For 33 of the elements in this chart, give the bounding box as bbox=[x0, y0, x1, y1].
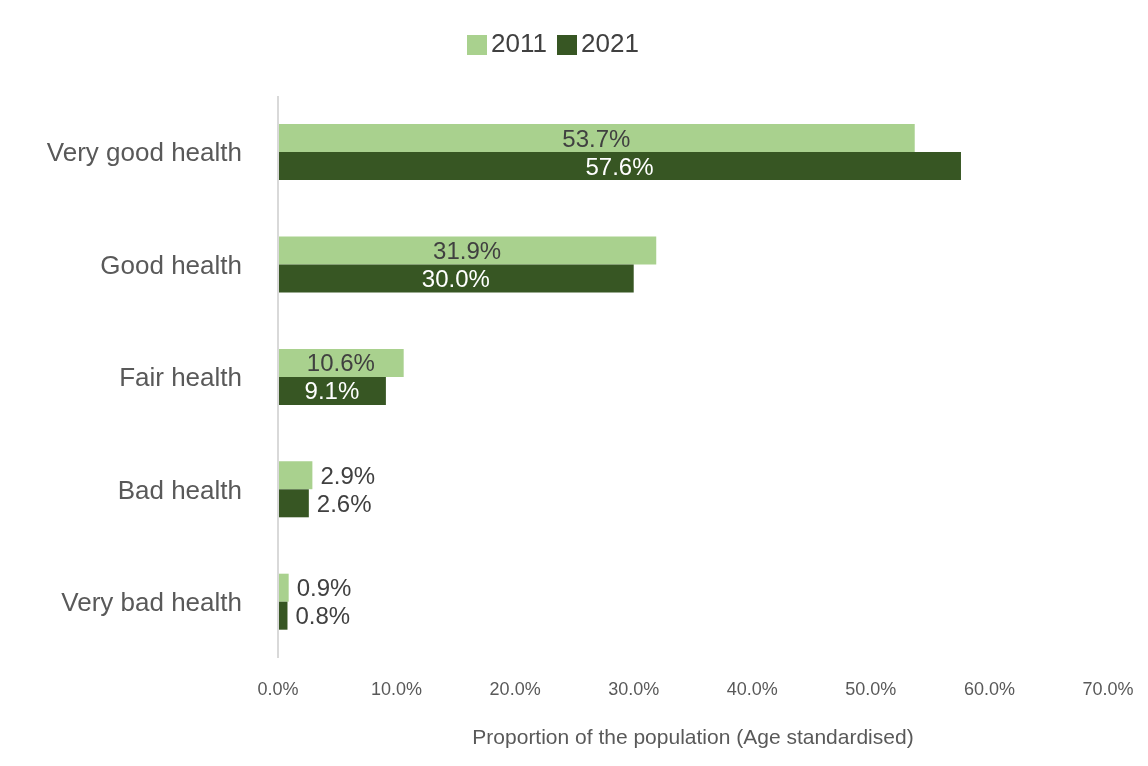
bar bbox=[278, 152, 961, 181]
data-label: 53.7% bbox=[562, 124, 631, 152]
y-tick-label: Fair health bbox=[119, 362, 242, 393]
legend-label: 2021 bbox=[581, 28, 639, 58]
data-label: 2.9% bbox=[320, 461, 376, 489]
legend-label: 2011 bbox=[491, 28, 548, 58]
y-tick-label: Good health bbox=[100, 249, 242, 280]
x-axis-title: Proportion of the population (Age standardised) bbox=[472, 725, 914, 748]
x-tick-label: 30.0% bbox=[608, 678, 660, 699]
bar bbox=[278, 573, 289, 602]
y-tick-label: Very good health bbox=[46, 137, 242, 168]
x-tick-label: 50.0% bbox=[845, 678, 897, 699]
bar bbox=[278, 264, 634, 293]
data-label: 0.8% bbox=[295, 602, 351, 630]
x-tick-label: 10.0% bbox=[371, 678, 423, 699]
data-label: 57.6% bbox=[585, 152, 654, 180]
x-tick-label: 0.0% bbox=[257, 678, 299, 699]
data-label: 9.1% bbox=[304, 377, 360, 405]
data-label: 2.6% bbox=[316, 489, 372, 517]
x-tick-label: 20.0% bbox=[489, 678, 541, 699]
data-label: 10.6% bbox=[306, 349, 375, 377]
bar bbox=[278, 236, 657, 265]
y-tick-label: Bad health bbox=[117, 474, 242, 505]
x-tick-label: 40.0% bbox=[726, 678, 778, 699]
bar bbox=[278, 489, 309, 518]
x-tick-label: 60.0% bbox=[963, 678, 1015, 699]
data-label: 31.9% bbox=[433, 236, 502, 264]
bar bbox=[278, 461, 313, 490]
y-tick-label: Very bad health bbox=[61, 587, 242, 618]
data-label: 0.9% bbox=[296, 574, 352, 602]
data-label: 30.0% bbox=[421, 264, 490, 292]
bar bbox=[278, 124, 915, 153]
x-tick-label: 70.0% bbox=[1082, 678, 1134, 699]
